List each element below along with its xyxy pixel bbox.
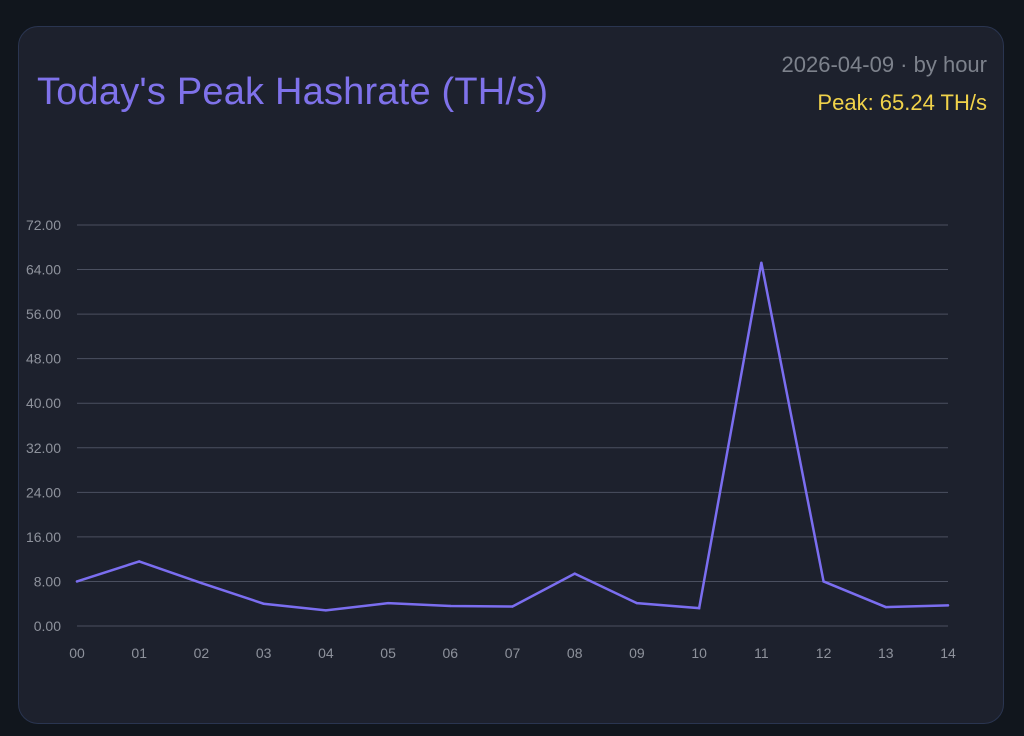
series-line	[75, 262, 950, 612]
y-tick-label: 8.00	[34, 573, 61, 589]
data-point	[138, 560, 141, 563]
x-tick-label: 12	[816, 645, 832, 661]
x-axis-ticks: 00 01 02 03 04 05 06 07 08 09 10 11 12 13 14	[69, 645, 956, 661]
grid-layer	[77, 224, 948, 627]
data-point	[946, 604, 950, 607]
date-label: 2026-04-09 · by hour	[781, 52, 987, 77]
y-tick-label: 40.00	[26, 395, 61, 411]
x-tick-label: 02	[194, 645, 210, 661]
x-tick-label: 01	[131, 645, 147, 661]
y-tick-label: 56.00	[26, 306, 61, 322]
x-tick-label: 10	[691, 645, 707, 661]
peak-label: Peak: 65.24 TH/s	[817, 90, 987, 115]
x-tick-label: 13	[878, 645, 894, 661]
data-point	[200, 581, 203, 585]
data-point	[884, 605, 887, 609]
x-tick-label: 05	[380, 645, 396, 661]
data-point	[449, 604, 452, 608]
hashrate-line-chart: 0.00 8.00 16.00 24.00 32.00 40.00 48.00 56.00 64…	[26, 217, 956, 661]
y-tick-label: 32.00	[26, 440, 61, 456]
x-tick-label: 00	[69, 645, 85, 661]
data-point	[262, 602, 265, 605]
data-point	[635, 601, 639, 605]
hashrate-card: Today's Peak Hashrate (TH/s) 2026-04-09 …	[18, 26, 1004, 724]
data-point	[573, 572, 576, 575]
y-tick-label: 16.00	[26, 529, 61, 545]
data-point	[324, 609, 328, 612]
y-tick-label: 72.00	[26, 217, 61, 233]
data-point	[822, 580, 825, 583]
data-point	[697, 606, 701, 610]
y-tick-label: 48.00	[26, 351, 61, 367]
x-tick-label: 14	[940, 645, 956, 661]
x-tick-label: 08	[567, 645, 583, 661]
data-point	[75, 580, 79, 583]
x-tick-label: 09	[629, 645, 645, 661]
y-axis-ticks: 0.00 8.00 16.00 24.00 32.00 40.00 48.00 56.00 64…	[26, 217, 61, 634]
chart-meta: 2026-04-09 · by hour Peak: 65.24 TH/s	[782, 51, 987, 117]
y-tick-label: 0.00	[34, 618, 61, 634]
chart-title: Today's Peak Hashrate (TH/s)	[37, 71, 549, 113]
y-tick-label: 24.00	[26, 484, 61, 500]
x-tick-label: 11	[754, 645, 769, 661]
series-layer	[75, 261, 950, 612]
y-tick-label: 64.00	[26, 262, 61, 278]
x-tick-label: 06	[442, 645, 458, 661]
x-tick-label: 07	[505, 645, 521, 661]
data-point	[760, 261, 763, 264]
x-tick-label: 03	[256, 645, 272, 661]
data-point	[511, 605, 514, 608]
data-point	[386, 601, 390, 605]
x-tick-label: 04	[318, 645, 334, 661]
